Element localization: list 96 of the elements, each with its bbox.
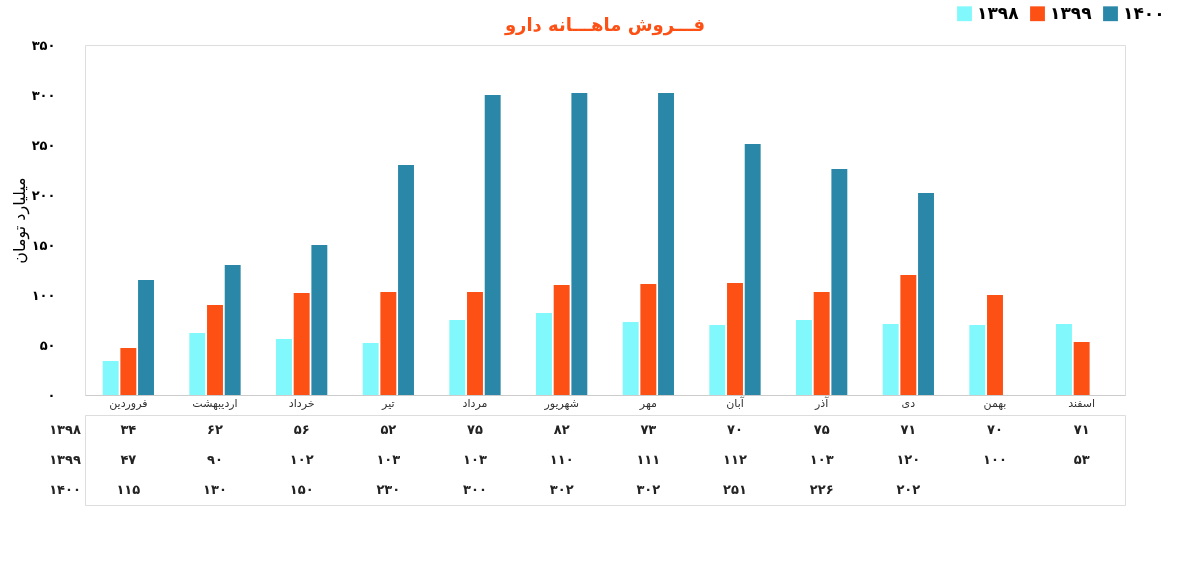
bar	[918, 193, 934, 395]
chart-title: فـــروش ماهـــانه دارو	[503, 14, 706, 36]
data-label: ۲۰۲	[896, 482, 921, 497]
x-tick-label: دی	[901, 396, 916, 410]
bar	[311, 245, 328, 395]
data-label: ۷۵	[813, 422, 830, 437]
bar	[658, 93, 674, 395]
legend-label: ۱۳۹۸	[977, 2, 1020, 23]
bar	[276, 339, 292, 395]
bar	[467, 292, 483, 395]
bar	[120, 348, 137, 395]
bar	[622, 322, 639, 395]
text: ۱۳۹۹	[49, 452, 81, 467]
x-tick-label: مرداد	[462, 396, 488, 410]
data-label: ۵۲	[380, 422, 397, 437]
text: ۱۳۹۸	[49, 422, 81, 437]
data-label: ۳۴	[120, 422, 137, 437]
data-label: ۱۱۰	[549, 452, 574, 467]
bar	[571, 93, 588, 395]
y-tick-label: ۳۰۰	[31, 87, 56, 103]
bar	[484, 95, 501, 395]
y-tick-label: ۰	[47, 387, 56, 403]
data-label: ۲۲۶	[809, 482, 834, 497]
data-label: ۷۱	[1073, 422, 1090, 437]
bar	[987, 295, 1003, 395]
data-label: ۷۳	[640, 422, 657, 437]
x-tick-label: فروردین	[109, 396, 148, 410]
data-label: ۱۱۱	[636, 452, 661, 467]
x-tick-label: خرداد	[288, 396, 315, 410]
data-label: ۹۰	[207, 452, 223, 467]
bar	[882, 324, 899, 395]
x-tick-label: اردیبهشت	[192, 396, 238, 410]
bar	[900, 275, 917, 395]
bar	[224, 265, 241, 395]
data-label: ۱۰۲	[289, 452, 314, 467]
data-label: ۷۱	[900, 422, 917, 437]
bar	[398, 165, 414, 395]
data-label: ۱۰۳	[463, 452, 487, 467]
x-tick-label: شهریور	[543, 396, 579, 410]
legend-label: ۱۴۰۰	[1123, 2, 1165, 23]
bar	[1056, 324, 1072, 395]
x-tick-label: اسفند	[1068, 396, 1096, 410]
data-label: ۵۳	[1073, 452, 1090, 467]
data-label: ۱۱۵	[116, 482, 141, 497]
bar	[449, 320, 466, 395]
legend-label: ۱۳۹۹	[1050, 2, 1093, 23]
y-tick-label: ۳۵۰	[31, 37, 56, 53]
data-label: ۶۲	[207, 422, 223, 437]
bar	[380, 292, 397, 395]
data-label: ۱۲۰	[896, 452, 921, 467]
x-tick-label: بهمن	[983, 396, 1007, 410]
data-label: ۱۰۰	[983, 452, 1007, 467]
data-label: ۳۰۲	[549, 482, 574, 497]
bar	[189, 333, 206, 395]
text: ۱۴۰۰	[49, 482, 81, 497]
data-label: ۳۰۲	[636, 482, 661, 497]
data-label: ۲۵۱	[723, 482, 747, 497]
bar	[831, 169, 848, 395]
x-tick-label: مهر	[638, 396, 657, 410]
bar	[553, 285, 570, 395]
bar	[813, 292, 830, 395]
data-label: ۸۲	[553, 422, 570, 437]
x-tick-label: آبان	[726, 395, 745, 410]
data-label: ۷۵	[467, 422, 483, 437]
y-tick-label: ۵۰	[39, 337, 56, 353]
data-label: ۱۰۳	[809, 452, 834, 467]
bar	[536, 313, 552, 395]
data-label: ۱۰۳	[376, 452, 401, 467]
bar	[709, 325, 726, 395]
y-axis-title: میلیارد تومان	[9, 177, 30, 264]
bar	[293, 293, 310, 395]
data-label: ۳۰۰	[463, 482, 487, 497]
bar	[744, 144, 761, 395]
y-tick-label: ۲۰۰	[31, 187, 56, 203]
bar	[207, 305, 223, 395]
y-tick-label: ۱۰۰	[31, 287, 56, 303]
data-label: ۲۳۰	[376, 482, 401, 497]
bar	[727, 283, 743, 395]
bar	[796, 320, 812, 395]
bar	[640, 284, 657, 395]
data-label: ۷۰	[987, 422, 1003, 437]
data-label: ۴۷	[120, 452, 137, 467]
data-label: ۵۶	[293, 422, 310, 437]
y-tick-label: ۱۵۰	[31, 237, 56, 253]
bar	[362, 343, 379, 395]
bar	[1073, 342, 1090, 395]
x-tick-label: تیر	[381, 396, 395, 410]
data-label: ۷۰	[727, 422, 743, 437]
bar	[102, 361, 119, 395]
x-tick-label: آذر	[814, 395, 830, 410]
bar	[138, 280, 154, 395]
bar	[969, 325, 986, 395]
data-label: ۱۳۰	[203, 482, 227, 497]
data-label: ۱۵۰	[289, 482, 314, 497]
data-label: ۱۱۲	[723, 452, 747, 467]
y-tick-label: ۲۵۰	[31, 137, 56, 153]
